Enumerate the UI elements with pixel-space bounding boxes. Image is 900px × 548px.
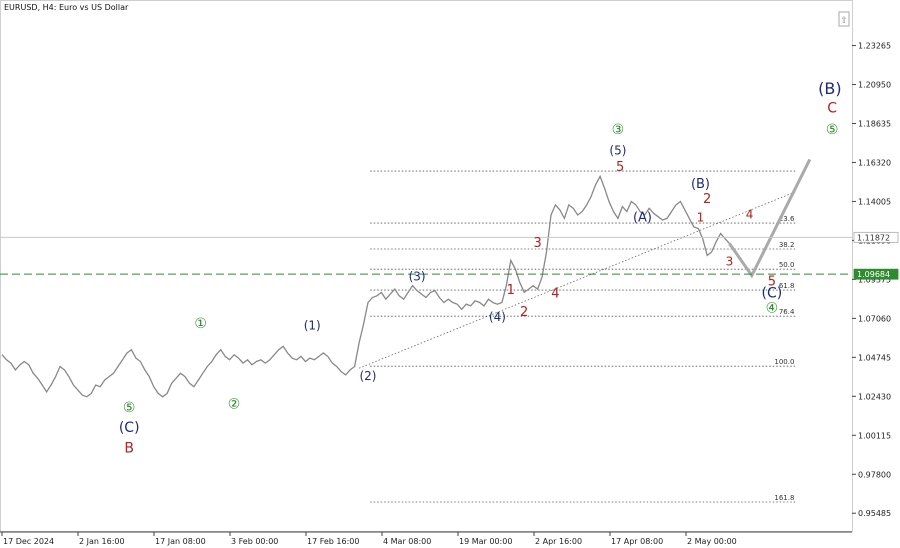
wave-label: (4) — [489, 310, 506, 324]
x-tick-label: 17 Feb 16:00 — [307, 537, 359, 546]
y-tick-label: 1.09375 — [858, 275, 891, 284]
wave-label: 4 — [551, 286, 559, 301]
wave-label: 4 — [746, 207, 754, 221]
wave-label: (5) — [609, 143, 626, 157]
y-tick-label: 0.95485 — [858, 509, 891, 518]
x-tick-label: 17 Apr 08:00 — [611, 537, 663, 546]
fib-level-label: 38.2 — [779, 241, 795, 249]
y-tick-label: 1.00115 — [858, 431, 891, 440]
fib-level-label: 76.4 — [779, 308, 795, 316]
x-tick-label: 17 Jan 08:00 — [155, 537, 206, 546]
fib-level-label: 23.6 — [779, 215, 795, 223]
x-tick-label: 4 Mar 08:00 — [383, 537, 431, 546]
wave-label: 1 — [507, 283, 515, 298]
wave-label: 2 — [703, 192, 711, 207]
fib-level-label: 100.0 — [774, 358, 794, 366]
x-tick-label: 2 Jan 16:00 — [79, 537, 125, 546]
y-tick-label: 1.14005 — [858, 197, 891, 206]
wave-label: (1) — [304, 318, 321, 332]
wave-label: ② — [228, 397, 241, 413]
chart-title: EURUSD, H4: Euro vs US Dollar — [4, 3, 129, 12]
wave-label: (B) — [691, 177, 710, 192]
y-tick-label: 1.04745 — [858, 353, 891, 362]
wave-label: ④ — [766, 301, 779, 317]
x-tick-label: 2 Apr 16:00 — [535, 537, 582, 546]
wave-label: (3) — [409, 270, 426, 284]
wave-label: C — [827, 100, 837, 116]
fib-level-label: 61.8 — [779, 282, 795, 290]
price-series — [1, 158, 812, 398]
fibonacci-levels: 23.6 38.2 50.0 61.8 76.4 100.0 161.8 — [370, 170, 797, 503]
price-badge — [853, 268, 899, 280]
wave-label: ③ — [612, 122, 625, 138]
trendline — [358, 191, 797, 369]
price-badge — [853, 231, 899, 243]
price-badge-label: 1.11872 — [857, 233, 890, 242]
y-tick-label: 1.18635 — [858, 119, 891, 128]
y-tick-label: 1.07060 — [858, 314, 891, 323]
wave-label: (B) — [818, 79, 841, 98]
options-button-box[interactable] — [838, 11, 850, 27]
wave-label: 5 — [616, 160, 624, 175]
wave-label: (A) — [633, 211, 652, 226]
trendline-layer — [358, 191, 797, 369]
wave-label: (2) — [359, 369, 376, 383]
wave-label: 2 — [520, 305, 528, 320]
x-tick-label: 17 Dec 2024 — [3, 537, 54, 546]
x-tick-label: 3 Feb 00:00 — [231, 537, 278, 546]
price-badge-label: 1.09684 — [857, 270, 890, 279]
price-line — [1, 174, 730, 398]
wave-label: ⑤ — [123, 400, 136, 416]
wave-label: 3 — [726, 254, 734, 268]
horizontal-lines — [0, 236, 852, 275]
x-tick-label: 2 May 00:00 — [687, 537, 737, 546]
wave-label: 5 — [768, 275, 776, 290]
wave-label: 3 — [533, 236, 541, 251]
wave-label: ① — [194, 316, 207, 332]
y-tick-label: 1.02430 — [858, 392, 891, 401]
options-button[interactable]: ⇧ — [838, 11, 850, 27]
fib-level-label: 161.8 — [774, 494, 794, 502]
y-axis: 1.232651.209501.186351.163201.140051.116… — [852, 42, 899, 518]
wave-label: (C) — [762, 285, 783, 301]
y-tick-label: 1.16320 — [858, 158, 891, 167]
chart-options-icon[interactable]: ⇧ — [840, 16, 848, 26]
wave-label: 1 — [697, 211, 705, 225]
wave-label: (C) — [119, 420, 140, 436]
wave-label: ⑤ — [826, 122, 839, 138]
projection-path — [728, 158, 812, 279]
wave-label: B — [124, 440, 134, 456]
y-tick-label: 1.23265 — [858, 42, 891, 51]
y-tick-label: 0.97800 — [858, 470, 891, 479]
x-axis: 17 Dec 2024 2 Jan 16:00 17 Jan 08:00 3 Feb … — [0, 531, 852, 546]
y-tick-label: 1.20950 — [858, 81, 891, 90]
fib-level-label: 50.0 — [779, 261, 795, 269]
x-tick-label: 19 Mar 00:00 — [459, 537, 512, 546]
